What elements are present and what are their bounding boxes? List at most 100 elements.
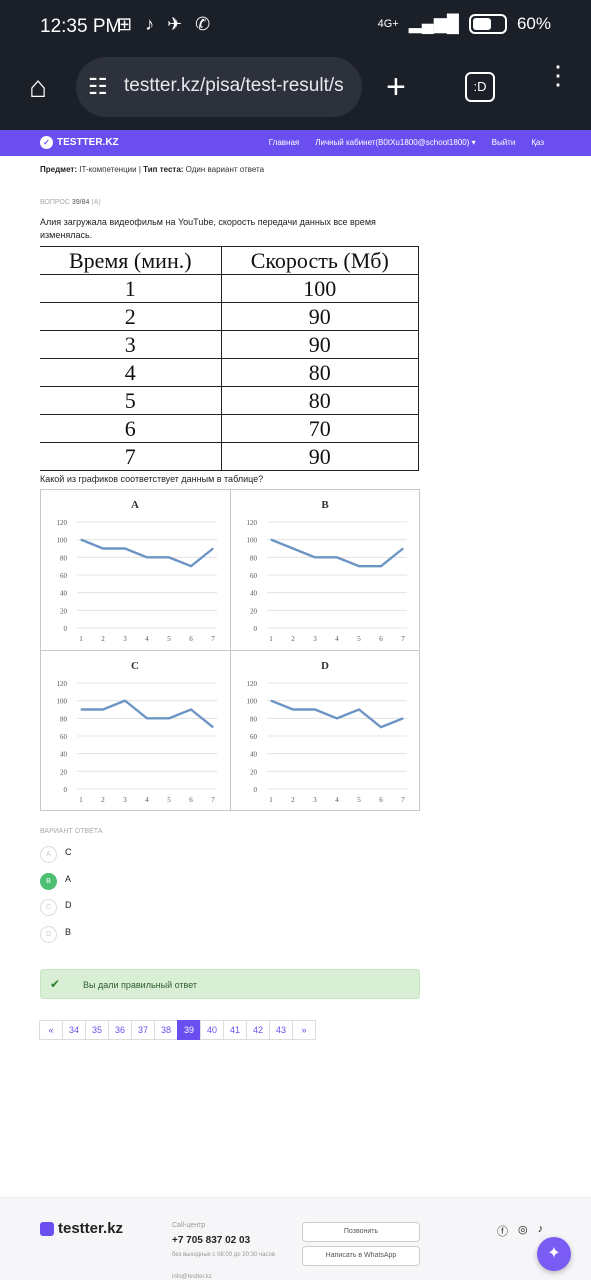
new-tab-icon[interactable]: + <box>386 68 406 106</box>
chart-point <box>102 708 104 711</box>
question-table: Время (мин.) Скорость (Мб) 1 100 2 90 3 90 4 80… <box>40 246 419 471</box>
cell-time: 6 <box>40 414 222 443</box>
signal-icon: ▂▄▆█ <box>408 14 459 33</box>
pagination-next[interactable]: » <box>292 1020 316 1040</box>
nav-links: Главная Личный кабинет(B0tXu1800@school1… <box>269 138 544 147</box>
site-navbar: ✓ TESTTER.KZ Главная Личный кабинет(B0tX… <box>0 130 591 156</box>
chart-point <box>358 565 360 567</box>
chart-y-tick: 60 <box>60 572 68 580</box>
chart-point <box>190 565 192 567</box>
cell-time: 3 <box>40 330 222 359</box>
pagination-page[interactable]: 36 <box>108 1020 132 1040</box>
chart-y-tick: 20 <box>250 768 258 776</box>
chart-x-tick: 5 <box>167 635 171 643</box>
phone-number[interactable]: +7 705 837 02 03 <box>172 1235 251 1246</box>
chart-y-tick: 80 <box>60 715 68 723</box>
pagination-page[interactable]: 37 <box>131 1020 155 1040</box>
pagination-page[interactable]: 40 <box>200 1020 224 1040</box>
pagination-page[interactable]: 34 <box>62 1020 86 1040</box>
assistant-sparkle-icon[interactable]: ✦ <box>537 1237 571 1271</box>
chart-point <box>314 708 316 711</box>
option-circle[interactable]: D <box>40 926 57 943</box>
instagram-icon[interactable]: ◎ <box>518 1224 528 1236</box>
table-row: 7 90 <box>40 442 419 471</box>
chart-x-tick: 6 <box>379 796 383 804</box>
question-number: ВОПРОС 39/84 (A) <box>40 199 101 206</box>
answer-option-d[interactable]: D B <box>40 926 71 943</box>
chart-point <box>380 565 382 567</box>
chart-y-tick: 120 <box>57 519 68 527</box>
footer-logo[interactable]: testter.kz <box>40 1220 123 1237</box>
chart-x-tick: 4 <box>145 796 149 804</box>
cell-speed: 90 <box>221 330 419 359</box>
check-icon: ✔ <box>50 977 61 991</box>
chart-x-tick: 3 <box>313 796 317 804</box>
url-text[interactable]: testter.kz/pisa/test-result/s <box>124 75 344 96</box>
social-links: ⓕ ◎ ♪ <box>497 1223 543 1239</box>
pagination-page[interactable]: 39 <box>177 1020 201 1040</box>
nav-link-cabinet[interactable]: Личный кабинет(B0tXu1800@school1800) ▾ <box>315 138 476 147</box>
chart-point <box>190 708 192 711</box>
option-circle[interactable]: C <box>40 899 57 916</box>
cell-speed: 70 <box>221 414 419 443</box>
chart-x-tick: 4 <box>145 635 149 643</box>
tab-switcher-button[interactable]: :D <box>465 72 495 102</box>
home-icon[interactable]: ⌂ <box>28 71 48 104</box>
cell-time: 2 <box>40 302 222 331</box>
option-text: B <box>65 926 72 937</box>
whatsapp-button[interactable]: Написать в WhatsApp <box>302 1246 420 1266</box>
tiktok-icon[interactable]: ♪ <box>537 1223 544 1235</box>
chart-x-tick: 7 <box>211 796 215 804</box>
nav-link-logout[interactable]: Выйти <box>491 138 516 147</box>
footer-email[interactable]: info@testter.kz <box>172 1274 212 1280</box>
chart-y-tick: 0 <box>254 625 258 633</box>
menu-icon[interactable]: ⋮ <box>545 60 571 90</box>
status-bar: 12:35 PM ⊞ ♪ ✈ ✆ 4G+ ▂▄▆█ 60% <box>0 0 591 56</box>
table-header-row: Время (мин.) Скорость (Мб) <box>40 246 419 275</box>
site-settings-icon[interactable]: ☷ <box>88 74 108 99</box>
answer-option-c[interactable]: C D <box>40 899 72 916</box>
chart-y-tick: 60 <box>250 733 258 741</box>
answer-option-a[interactable]: A C <box>40 846 72 863</box>
status-time: 12:35 PM <box>40 16 122 37</box>
chart-point <box>146 717 148 719</box>
pagination-prev[interactable]: « <box>39 1020 63 1040</box>
table-header-time: Время (мин.) <box>40 246 222 275</box>
pagination-page[interactable]: 41 <box>223 1020 247 1040</box>
chart-title: C <box>131 660 139 672</box>
address-bar[interactable]: ☷ testter.kz/pisa/test-result/s <box>76 57 362 117</box>
nav-link-home[interactable]: Главная <box>268 138 300 147</box>
pagination-page[interactable]: 42 <box>246 1020 270 1040</box>
pagination-page[interactable]: 43 <box>269 1020 293 1040</box>
option-circle-selected[interactable]: B <box>40 873 57 890</box>
chart-point <box>80 539 82 541</box>
callcenter-label: Call-центр <box>172 1222 206 1229</box>
chart-y-tick: 120 <box>57 680 68 688</box>
table-row: 4 80 <box>40 358 419 387</box>
chart-y-tick: 40 <box>250 590 258 598</box>
subject-label: Предмет: <box>40 165 78 174</box>
chart-y-tick: 80 <box>250 715 258 723</box>
pagination-page[interactable]: 35 <box>85 1020 109 1040</box>
charts-image: A 0 20 40 60 80 100 120 1 2 3 4 5 6 7 B 0 20 40 60 80 100 120… <box>40 489 420 811</box>
chart-point <box>212 547 214 550</box>
facebook-icon[interactable]: ⓕ <box>497 1226 508 1238</box>
chart-b: B 0 20 40 60 80 100 120 1 2 3 4 5 6 7 <box>231 490 419 650</box>
nav-link-language[interactable]: Қаз <box>531 138 544 147</box>
chart-x-tick: 7 <box>211 635 215 643</box>
option-text: D <box>65 899 72 910</box>
table-row: 1 100 <box>40 274 419 303</box>
option-circle[interactable]: A <box>40 846 57 863</box>
site-logo[interactable]: ✓ TESTTER.KZ <box>40 136 119 149</box>
chart-point <box>358 708 360 711</box>
call-button[interactable]: Позвонить <box>302 1222 420 1242</box>
battery-percent: 60% <box>516 14 551 33</box>
test-type-value: Один вариант ответа <box>185 165 265 174</box>
chart-point <box>336 717 338 719</box>
pagination-page[interactable]: 38 <box>154 1020 178 1040</box>
chart-x-tick: 6 <box>189 635 193 643</box>
cell-speed: 90 <box>221 302 419 331</box>
chart-point <box>402 547 404 550</box>
chart-y-tick: 60 <box>60 733 68 741</box>
answer-option-b[interactable]: B A <box>40 873 71 890</box>
